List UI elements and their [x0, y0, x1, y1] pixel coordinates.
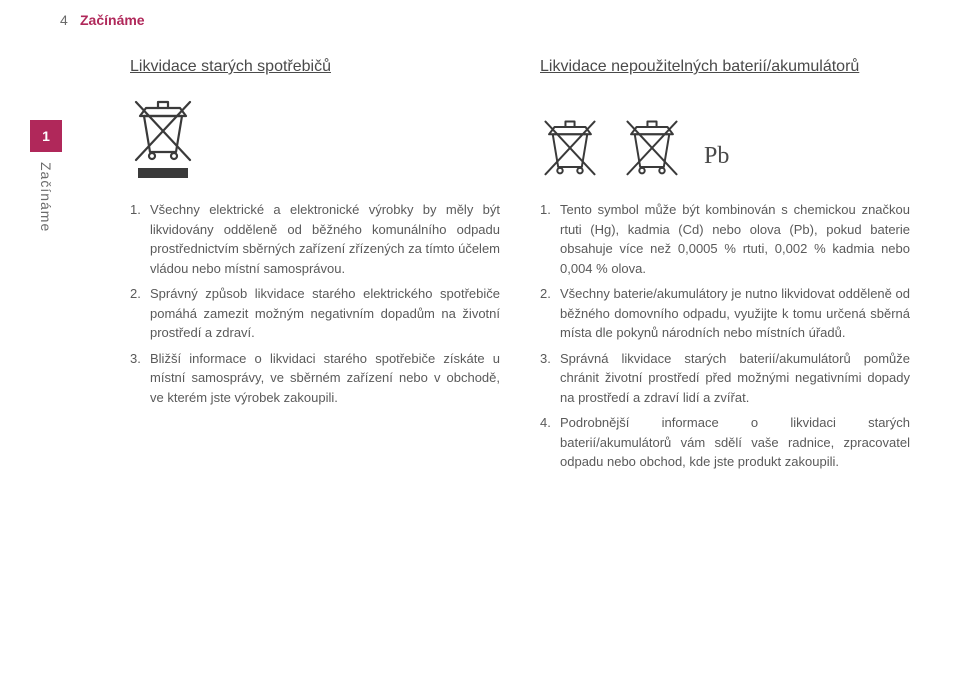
- list-text: Správná likvidace starých baterií/akumul…: [560, 349, 910, 408]
- left-column: Likvidace starých spotřebičů: [130, 58, 500, 478]
- list-item: 1. Všechny elektrické a elektronické výr…: [130, 200, 500, 278]
- list-num: 1.: [130, 200, 142, 278]
- list-item: 1. Tento symbol může být kombinován s ch…: [540, 200, 910, 278]
- list-num: 3.: [130, 349, 142, 408]
- list-item: 3. Bližší informace o likvidaci starého …: [130, 349, 500, 408]
- right-list: 1. Tento symbol může být kombinován s ch…: [540, 200, 910, 472]
- side-tab-label: Začínáme: [38, 162, 54, 232]
- list-item: 2. Správný způsob likvidace starého elek…: [130, 284, 500, 343]
- list-text: Všechny baterie/akumulátory je nutno lik…: [560, 284, 910, 343]
- list-text: Všechny elektrické a elektronické výrobk…: [150, 200, 500, 278]
- crossed-bin-bar-icon: [130, 94, 196, 182]
- list-text: Bližší informace o likvidaci starého spo…: [150, 349, 500, 408]
- list-num: 3.: [540, 349, 552, 408]
- pb-label: Pb: [704, 143, 729, 170]
- left-list: 1. Všechny elektrické a elektronické výr…: [130, 200, 500, 407]
- left-heading: Likvidace starých spotřebičů: [130, 58, 500, 76]
- crossed-bin-icon: [622, 112, 682, 182]
- list-item: 4. Podrobnější informace o likvidaci sta…: [540, 413, 910, 472]
- list-num: 2.: [130, 284, 142, 343]
- list-item: 2. Všechny baterie/akumulátory je nutno …: [540, 284, 910, 343]
- side-tab: 1 Začínáme: [30, 120, 62, 232]
- right-heading: Likvidace nepoužitelných baterií/akumulá…: [540, 58, 910, 76]
- list-num: 2.: [540, 284, 552, 343]
- page-title: Začínáme: [80, 12, 145, 28]
- list-item: 3. Správná likvidace starých baterií/aku…: [540, 349, 910, 408]
- side-tab-number: 1: [30, 120, 62, 152]
- list-text: Správný způsob likvidace starého elektri…: [150, 284, 500, 343]
- page-number: 4: [60, 12, 68, 28]
- content-area: Likvidace starých spotřebičů: [130, 58, 910, 478]
- list-text: Tento symbol může být kombinován s chemi…: [560, 200, 910, 278]
- left-icon-row: [130, 94, 500, 182]
- crossed-bin-icon: [540, 112, 600, 182]
- list-num: 4.: [540, 413, 552, 472]
- right-icon-row: Pb: [540, 94, 910, 182]
- list-text: Podrobnější informace o likvidaci starýc…: [560, 413, 910, 472]
- right-column: Likvidace nepoužitelných baterií/akumulá…: [540, 58, 910, 478]
- list-num: 1.: [540, 200, 552, 278]
